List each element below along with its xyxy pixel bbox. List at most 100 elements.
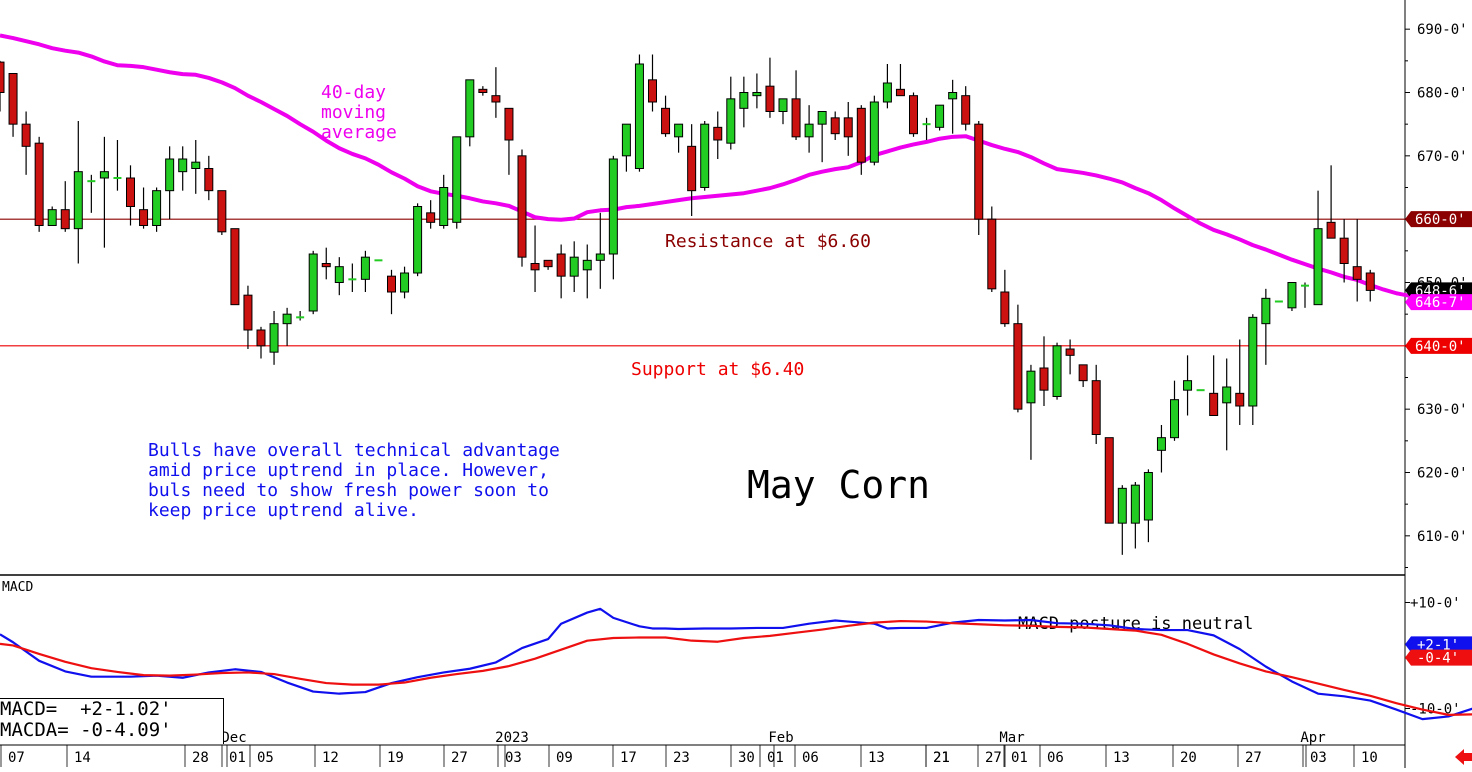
candle <box>1013 304 1023 413</box>
x-tick-label: Apr <box>1300 730 1325 746</box>
candle <box>882 64 892 109</box>
candle <box>21 111 31 175</box>
y-tick-label: 630-0' <box>1417 402 1468 418</box>
resistance-label: Resistance at $6.60 <box>665 231 871 252</box>
commentary-line: keep price uptrend alive. <box>148 500 419 521</box>
candle <box>1065 339 1075 375</box>
candle <box>230 228 240 306</box>
y-tick-label: 680-0' <box>1417 86 1468 102</box>
candle <box>621 123 631 172</box>
candle <box>1248 314 1258 425</box>
candle-body-up <box>308 253 318 312</box>
price-tag-label: 640-0' <box>1415 339 1466 355</box>
candle-body-down <box>60 209 70 230</box>
candle-body-down <box>648 79 657 103</box>
candle <box>517 149 527 267</box>
candle-body-down <box>661 107 671 135</box>
candle <box>569 241 579 292</box>
commentary-line: buls need to show fresh power soon to <box>148 480 549 501</box>
candle <box>360 250 370 292</box>
macd-price-tag-label: +2-1' <box>1417 637 1459 653</box>
candle-body-up <box>282 313 292 325</box>
candle <box>113 139 122 191</box>
candle <box>452 136 462 229</box>
candle <box>165 146 175 220</box>
candle <box>1183 355 1193 416</box>
candle <box>204 155 214 201</box>
candle-body-up <box>700 123 710 188</box>
macd-price-tag-label: -0-4' <box>1417 651 1459 667</box>
candle-body-up <box>413 205 423 274</box>
candle-body-up <box>165 158 175 192</box>
candle-body-up <box>569 256 579 277</box>
candle-body-up <box>47 209 57 226</box>
candle-body-down <box>243 294 253 331</box>
candle-body-up <box>400 272 410 293</box>
candle <box>1209 355 1219 416</box>
y-tick-label: 610-0' <box>1417 529 1468 545</box>
x-tick-label: 27 <box>985 750 1002 766</box>
candle-body-up <box>726 98 736 144</box>
candle-body-down <box>387 275 396 293</box>
candle <box>843 101 853 156</box>
candle <box>478 86 488 96</box>
candle <box>830 111 840 140</box>
candle-body-up <box>1130 484 1140 524</box>
candle-body-up <box>1248 316 1258 407</box>
candle-body-up <box>1052 345 1062 397</box>
candle-body-up <box>582 259 592 271</box>
candle <box>778 98 788 125</box>
x-tick-label: 07 <box>8 750 25 766</box>
candle-body-up <box>1143 471 1153 521</box>
candle-body-down <box>543 259 553 268</box>
candle <box>1091 364 1101 444</box>
candle <box>1130 481 1140 549</box>
candle <box>804 105 814 153</box>
x-tick-label: 13 <box>868 750 885 766</box>
candle <box>791 70 801 140</box>
candle <box>73 120 83 264</box>
candle <box>1052 342 1062 400</box>
candle <box>1352 219 1362 302</box>
candle-body-up <box>817 110 827 125</box>
candle-body-up <box>452 136 462 223</box>
candle <box>60 181 70 232</box>
candle-body-up <box>621 123 631 157</box>
candle <box>582 244 592 299</box>
candle-body-down <box>0 61 5 93</box>
candle <box>491 67 501 118</box>
x-tick-label: 21 <box>933 750 950 766</box>
candle-body-up <box>935 104 945 128</box>
candle-body-up <box>869 101 879 163</box>
candle <box>1026 364 1036 460</box>
candle-body-up <box>739 92 749 109</box>
macd-price-tag <box>1405 636 1472 653</box>
candle-body-down <box>1326 221 1336 239</box>
candle-body-down <box>426 212 436 223</box>
candle <box>1143 469 1153 543</box>
candle-body-up <box>439 186 449 226</box>
candle-body-up <box>152 190 162 226</box>
candle-body-down <box>765 85 775 112</box>
macda-readout-line: MACDA= -0-4.09' <box>0 719 172 741</box>
candle <box>1261 288 1271 365</box>
x-tick-label: 01 <box>229 750 246 766</box>
macd-y-tick-label: -10-0' <box>1410 702 1461 718</box>
candle <box>1365 269 1375 302</box>
candle <box>674 123 684 153</box>
candle-body-down <box>530 262 540 271</box>
candle <box>1117 485 1127 555</box>
x-tick-label: 14 <box>74 750 91 766</box>
candle <box>321 247 331 280</box>
candle-body-up <box>1287 281 1297 309</box>
candle-body-down <box>830 117 840 135</box>
candle <box>700 120 710 191</box>
candle <box>1235 339 1245 425</box>
candle <box>895 64 905 97</box>
candle-body-up <box>465 79 475 138</box>
candle-body-down <box>34 142 44 226</box>
candle <box>608 155 618 280</box>
candle <box>1000 269 1010 327</box>
candle <box>282 307 292 346</box>
x-tick-label: Feb <box>768 730 793 746</box>
